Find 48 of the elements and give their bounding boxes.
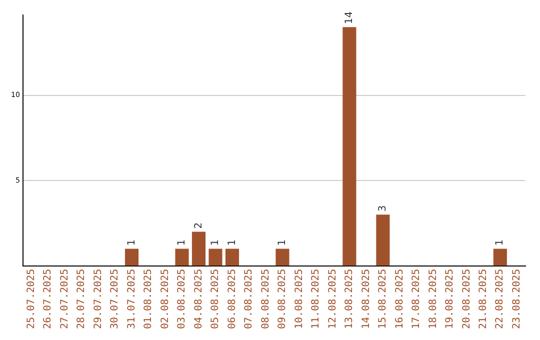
x-tick-label: 13.08.2025 bbox=[344, 268, 356, 330]
x-tick-label: 31.07.2025 bbox=[126, 268, 138, 330]
bar bbox=[342, 27, 356, 266]
x-tick-label: 04.08.2025 bbox=[193, 268, 204, 330]
data-label: 14 bbox=[344, 11, 356, 24]
x-tick-label: 26.07.2025 bbox=[42, 268, 54, 330]
x-tick-label: 29.07.2025 bbox=[92, 268, 104, 330]
x-tick-label: 11.08.2025 bbox=[310, 268, 322, 330]
x-tick-label: 25.07.2025 bbox=[26, 268, 37, 330]
bar bbox=[124, 248, 139, 266]
x-tick-label: 23.08.2025 bbox=[511, 268, 522, 330]
x-tick-label: 19.08.2025 bbox=[444, 268, 456, 330]
x-tick-label: 22.08.2025 bbox=[494, 268, 506, 330]
data-label: 2 bbox=[193, 222, 204, 229]
data-label: 1 bbox=[226, 239, 238, 246]
bar bbox=[225, 248, 240, 266]
x-tick-label: 28.07.2025 bbox=[76, 268, 88, 330]
x-tick-label: 20.08.2025 bbox=[461, 268, 472, 330]
x-tick-label: 16.08.2025 bbox=[394, 268, 406, 330]
x-tick-label: 15.08.2025 bbox=[378, 268, 389, 330]
x-tick-label: 17.08.2025 bbox=[411, 268, 422, 330]
x-tick-label: 09.08.2025 bbox=[277, 268, 288, 330]
x-tick-label: 06.08.2025 bbox=[226, 268, 238, 330]
x-tick-label: 03.08.2025 bbox=[176, 268, 188, 330]
data-label: 1 bbox=[176, 239, 188, 246]
data-label: 1 bbox=[277, 239, 288, 246]
x-tick-label: 01.08.2025 bbox=[143, 268, 154, 330]
x-tick-label: 08.08.2025 bbox=[260, 268, 272, 330]
x-tick-label: 05.08.2025 bbox=[210, 268, 222, 330]
x-tick-label: 18.08.2025 bbox=[428, 268, 439, 330]
bar bbox=[208, 248, 222, 266]
x-tick-label: 02.08.2025 bbox=[160, 268, 171, 330]
bar bbox=[276, 248, 290, 266]
x-tick-label: 30.07.2025 bbox=[110, 268, 121, 330]
x-tick-label: 14.08.2025 bbox=[360, 268, 372, 330]
data-label: 1 bbox=[210, 239, 222, 246]
x-tick-label: 27.07.2025 bbox=[59, 268, 70, 330]
x-tick-label: 21.08.2025 bbox=[478, 268, 490, 330]
x-tick-label: 10.08.2025 bbox=[294, 268, 305, 330]
bar bbox=[192, 232, 206, 266]
x-tick-label: 07.08.2025 bbox=[244, 268, 255, 330]
bar bbox=[376, 214, 390, 266]
data-label: 1 bbox=[126, 239, 138, 246]
bar bbox=[175, 248, 189, 266]
bar bbox=[493, 248, 507, 266]
data-label: 3 bbox=[378, 205, 389, 212]
data-label: 1 bbox=[494, 239, 506, 246]
x-tick-label: 12.08.2025 bbox=[327, 268, 338, 330]
